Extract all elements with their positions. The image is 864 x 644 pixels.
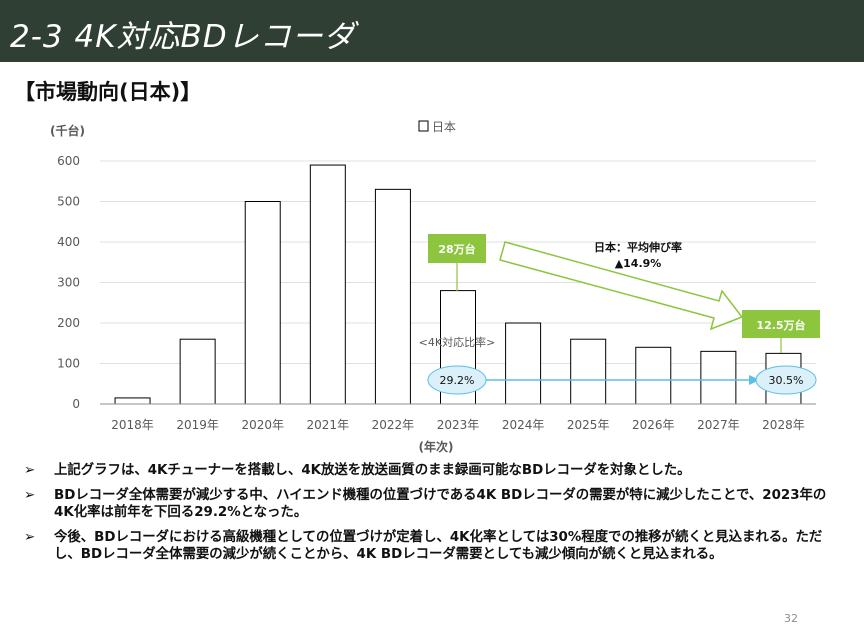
- bullet-text: 今後、BDレコーダにおける高級機種としての位置づけが定着し、4K化率としては30…: [54, 530, 823, 562]
- bar-2020年: [244, 201, 281, 405]
- bar-2021年: [309, 164, 346, 405]
- bullet-item: ➢ 今後、BDレコーダにおける高級機種としての位置づけが定着し、4K化率としては…: [24, 529, 844, 563]
- growth-arrow-shape: [499, 241, 744, 331]
- callout-2023-box: [428, 234, 486, 263]
- bullet-arrow-icon: ➢: [24, 463, 36, 478]
- ratio-start-ellipse: [427, 365, 487, 395]
- bar-2018年: [114, 397, 151, 405]
- x-tick-label: 2024年: [502, 418, 545, 432]
- ratio-label: <4K対応比率>: [419, 335, 496, 349]
- bar-2026年: [635, 346, 672, 405]
- bar-series: [114, 164, 802, 405]
- legend-swatch: [418, 120, 429, 132]
- y-axis-label: (千台): [50, 123, 85, 138]
- x-axis-label: (年次): [419, 439, 454, 454]
- legend: 日本: [418, 120, 456, 134]
- title-bar: 2-3 4K対応BDレコーダ: [0, 0, 864, 62]
- y-tick-label: 600: [57, 154, 80, 168]
- page-number: 32: [784, 612, 798, 625]
- bar-2019年: [179, 338, 216, 405]
- x-tick-label: 2022年: [372, 418, 415, 432]
- bullet-text: 上記グラフは、4Kチューナーを搭載し、4K放送を放送画質のまま録画可能なBDレコ…: [54, 463, 691, 478]
- y-tick-label: 0: [72, 397, 80, 411]
- ratio-annotation: <4K対応比率> 29.2% 30.5%: [419, 335, 817, 395]
- section-title: 【市場動向(日本)】: [14, 80, 202, 104]
- x-tick-label: 2021年: [307, 418, 350, 432]
- page-title: 2-3 4K対応BDレコーダ: [10, 19, 356, 55]
- y-tick-label: 200: [57, 316, 80, 330]
- bar-2027年: [700, 350, 737, 405]
- bar-2024年: [505, 322, 542, 405]
- y-tick-label: 100: [57, 357, 80, 371]
- callout-2028-text: 12.5万台: [756, 318, 805, 332]
- bar-chart: 0 100 200 300 400 500 600 2018年 2019年 2020年 2021年…: [50, 120, 820, 454]
- y-tick-label: 300: [57, 276, 80, 290]
- bullet-arrow-icon: ➢: [24, 530, 36, 545]
- growth-arrow: 日本：平均伸び率 ▲14.9%: [499, 240, 744, 331]
- callout-2028: 12.5万台: [742, 310, 820, 353]
- x-tick-label: 2018年: [111, 418, 154, 432]
- ratio-arrowhead: [749, 375, 760, 385]
- x-tick-label: 2027年: [697, 418, 740, 432]
- legend-label: 日本: [432, 120, 456, 134]
- bullet-arrow-icon: ➢: [24, 488, 36, 503]
- bullet-list: ➢ 上記グラフは、4Kチューナーを搭載し、4K放送を放送画質のまま録画可能なBD…: [24, 462, 844, 571]
- callout-2023: 28万台: [428, 234, 486, 291]
- bar-2022年: [374, 188, 411, 405]
- grid-lines: [100, 160, 816, 364]
- x-tick-label: 2025年: [567, 418, 610, 432]
- y-axis-ticks: 0 100 200 300 400 500 600: [57, 154, 80, 411]
- x-tick-label: 2019年: [176, 418, 219, 432]
- bar-2025年: [570, 338, 607, 405]
- ratio-end-value: 30.5%: [769, 374, 804, 387]
- y-tick-label: 400: [57, 235, 80, 249]
- x-tick-label: 2023年: [437, 418, 480, 432]
- callout-2023-text: 28万台: [438, 242, 475, 256]
- growth-label: 日本：平均伸び率: [594, 240, 682, 254]
- x-tick-label: 2020年: [241, 418, 284, 432]
- x-tick-label: 2028年: [762, 418, 805, 432]
- x-axis-ticks: 2018年 2019年 2020年 2021年 2022年 2023年 2024年 2025年…: [111, 418, 804, 432]
- ratio-end-ellipse: [755, 365, 817, 395]
- y-tick-label: 500: [57, 195, 80, 209]
- callout-2028-box: [742, 310, 820, 338]
- growth-value: ▲14.9%: [615, 257, 662, 270]
- bullet-item: ➢ 上記グラフは、4Kチューナーを搭載し、4K放送を放送画質のまま録画可能なBD…: [24, 462, 844, 479]
- bullet-item: ➢ BDレコーダ全体需要が減少する中、ハイエンド機種の位置づけである4K BDレ…: [24, 487, 844, 521]
- x-tick-label: 2026年: [632, 418, 675, 432]
- bullet-text: BDレコーダ全体需要が減少する中、ハイエンド機種の位置づけである4K BDレコー…: [54, 488, 827, 520]
- ratio-start-value: 29.2%: [440, 374, 475, 387]
